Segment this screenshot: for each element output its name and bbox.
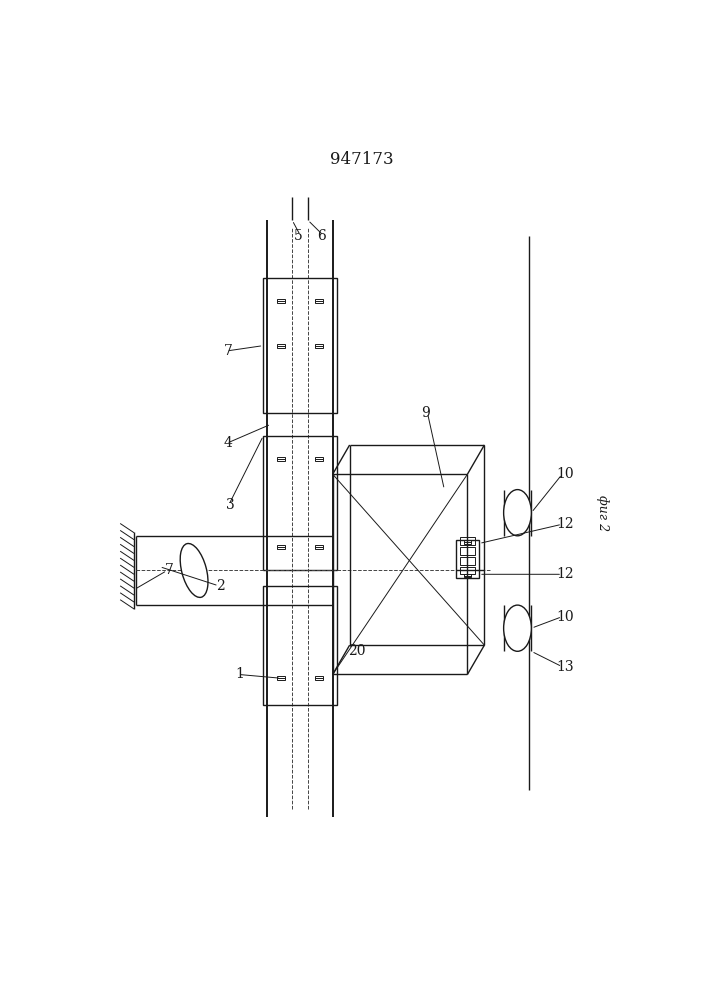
Text: 6: 6 — [317, 229, 326, 242]
Bar — [456, 540, 479, 578]
Text: 10: 10 — [556, 467, 573, 481]
Bar — [277, 344, 285, 348]
Bar — [460, 547, 475, 555]
Bar — [460, 567, 475, 574]
Text: 9: 9 — [421, 406, 430, 420]
Text: фиг 2: фиг 2 — [596, 495, 609, 531]
Text: 5: 5 — [294, 229, 303, 242]
Bar — [277, 299, 285, 303]
Bar — [460, 557, 475, 565]
Bar — [464, 574, 471, 577]
Ellipse shape — [503, 490, 532, 536]
Bar — [264, 586, 337, 705]
Text: 4: 4 — [223, 436, 233, 450]
Bar — [460, 537, 475, 545]
Bar — [264, 278, 337, 413]
Ellipse shape — [180, 543, 208, 597]
Text: 10: 10 — [556, 610, 573, 624]
Bar — [315, 299, 322, 303]
Text: 1: 1 — [235, 667, 244, 681]
Text: 20: 20 — [348, 644, 366, 658]
Text: 13: 13 — [556, 660, 573, 674]
Text: 7: 7 — [165, 563, 173, 577]
Bar — [277, 545, 285, 549]
Bar — [315, 457, 322, 461]
Bar — [315, 344, 322, 348]
Text: 12: 12 — [556, 567, 573, 581]
Text: 7: 7 — [223, 344, 233, 358]
Text: 3: 3 — [226, 498, 235, 512]
Text: 947173: 947173 — [330, 151, 394, 168]
Bar — [315, 676, 322, 680]
Bar — [264, 436, 337, 570]
Text: 12: 12 — [556, 517, 573, 531]
Bar — [277, 676, 285, 680]
Ellipse shape — [503, 605, 532, 651]
Bar — [277, 457, 285, 461]
Text: 2: 2 — [216, 579, 225, 593]
Bar — [315, 545, 322, 549]
Bar — [464, 540, 471, 544]
